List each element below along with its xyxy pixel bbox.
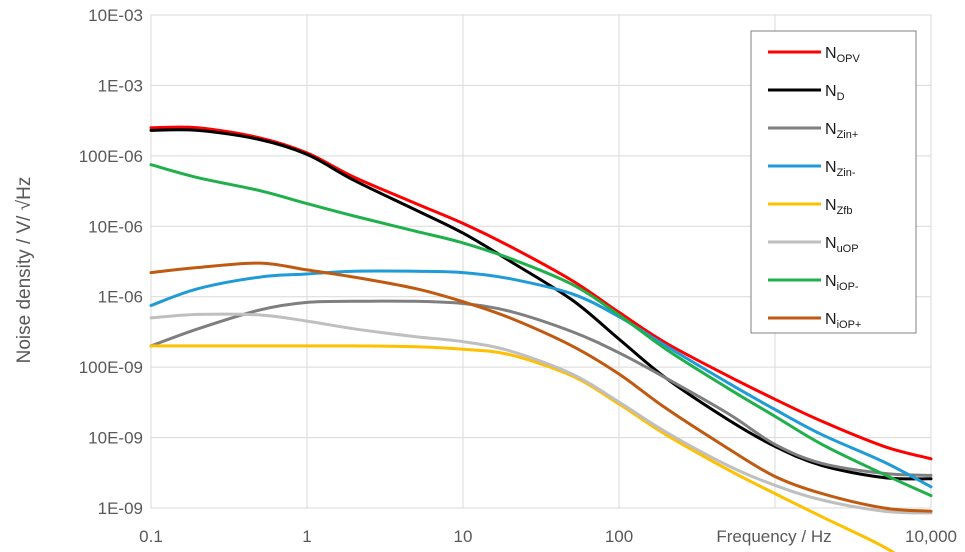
legend-entry: ND bbox=[825, 83, 845, 103]
plot-area-border bbox=[150, 14, 932, 509]
legend-entry: NOPV bbox=[825, 45, 860, 65]
series-line-zfb bbox=[149, 344, 896, 552]
x-tick-label: 1 bbox=[302, 527, 311, 546]
legend: NOPV ND NZin+ NZin- NZfb NuOP NiOP- NiOP+ bbox=[750, 30, 917, 334]
legend-entry: NZin+ bbox=[825, 121, 858, 141]
x-tick-label: 100 bbox=[605, 527, 633, 546]
x-tick-labels: 0.1 1 10 100 10,000 bbox=[139, 527, 957, 546]
series-line-zin- bbox=[149, 299, 933, 477]
legend-entry: NiOP- bbox=[825, 273, 859, 293]
legend-entry: NZin- bbox=[825, 159, 856, 179]
y-tick-label: 1E-03 bbox=[98, 76, 143, 95]
x-axis-label: Frequency / Hz bbox=[716, 527, 831, 546]
x-tick-label: 0.1 bbox=[139, 527, 163, 546]
y-tick-label: 10E-06 bbox=[88, 217, 143, 236]
series-line-uop bbox=[149, 312, 933, 515]
series-line-iop- bbox=[149, 261, 933, 513]
legend-box bbox=[750, 30, 917, 334]
y-tick-labels: 1E-09 10E-09 100E-09 1E-06 10E-06 100E-06 1E-0… bbox=[79, 6, 143, 518]
series-line-iop- bbox=[149, 163, 933, 498]
y-tick-label: 100E-09 bbox=[79, 358, 143, 377]
series-line-zin- bbox=[149, 269, 933, 489]
legend-entry: NZfb bbox=[825, 197, 852, 217]
y-tick-label: 10E-09 bbox=[88, 429, 143, 448]
y-tick-label: 100E-06 bbox=[79, 147, 143, 166]
legend-entry: NuOP bbox=[825, 235, 859, 255]
series-line-d bbox=[149, 128, 933, 481]
y-tick-label: 1E-06 bbox=[98, 288, 143, 307]
x-tick-label: 10 bbox=[454, 527, 473, 546]
y-axis-label: Noise density / V/ √Hz bbox=[14, 177, 35, 364]
y-tick-label: 10E-03 bbox=[88, 6, 143, 25]
y-tick-label: 1E-09 bbox=[98, 499, 143, 518]
x-tick-label: 10,000 bbox=[905, 527, 957, 546]
legend-entry: NiOP+ bbox=[825, 311, 861, 331]
series-lines bbox=[149, 125, 933, 552]
